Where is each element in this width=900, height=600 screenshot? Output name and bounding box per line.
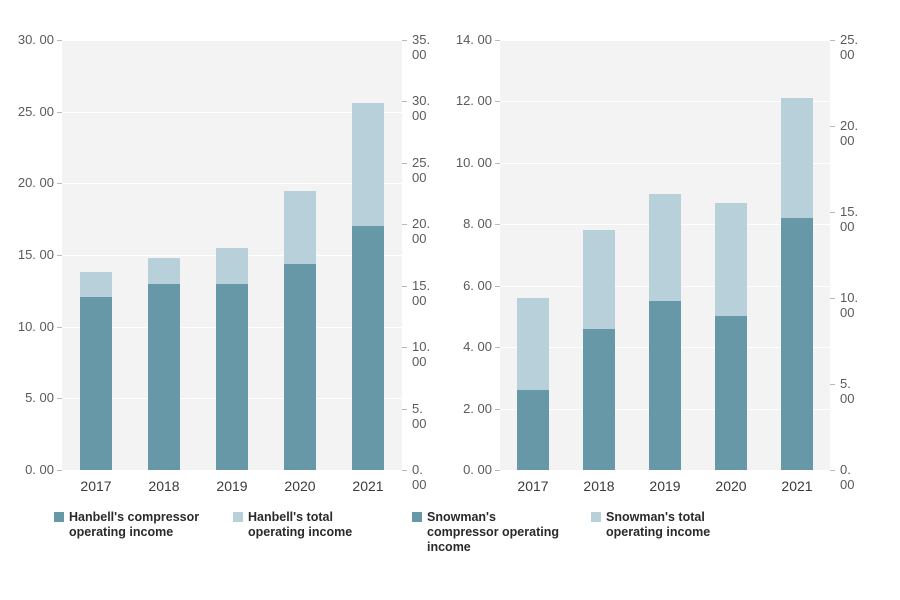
x-label: 2021 xyxy=(334,478,402,494)
y-left-label: 15. 00 xyxy=(4,247,54,262)
y-left-label: 10. 00 xyxy=(442,155,492,170)
legend-swatch xyxy=(233,512,243,522)
y-left-label: 20. 00 xyxy=(4,175,54,190)
y-right-label: 35. 00 xyxy=(412,32,430,62)
tick xyxy=(402,40,407,41)
y-right-label: 20. 00 xyxy=(412,216,430,246)
y-right-label: 0. 00 xyxy=(412,462,426,492)
tick xyxy=(402,347,407,348)
bar-hanbell_compressor xyxy=(352,226,385,470)
legend-label: Snowman's compressor operating income xyxy=(427,510,567,555)
tick xyxy=(495,224,500,225)
legend-swatch xyxy=(412,512,422,522)
tick xyxy=(495,470,500,471)
legend: Hanbell's compressor operating income Han… xyxy=(54,510,746,555)
x-label: 2019 xyxy=(632,478,698,494)
gridline xyxy=(500,470,830,471)
bar-hanbell_compressor xyxy=(80,297,113,470)
bar-snowman_compressor xyxy=(715,316,747,470)
bar-hanbell_compressor xyxy=(148,284,181,470)
x-label: 2019 xyxy=(198,478,266,494)
tick xyxy=(402,163,407,164)
y-left-label: 14. 00 xyxy=(442,32,492,47)
left-chart-plot xyxy=(62,40,402,470)
legend-item: Hanbell's compressor operating income xyxy=(54,510,209,555)
legend-label: Hanbell's compressor operating income xyxy=(69,510,209,540)
y-left-label: 2. 00 xyxy=(442,401,492,416)
y-right-label: 30. 00 xyxy=(412,93,430,123)
legend-swatch xyxy=(591,512,601,522)
y-right-label: 5. 00 xyxy=(840,376,854,406)
y-left-label: 30. 00 xyxy=(4,32,54,47)
y-left-label: 10. 00 xyxy=(4,319,54,334)
y-right-label: 10. 00 xyxy=(412,339,430,369)
y-left-label: 6. 00 xyxy=(442,278,492,293)
x-label: 2020 xyxy=(266,478,334,494)
y-left-label: 25. 00 xyxy=(4,104,54,119)
x-label: 2018 xyxy=(130,478,198,494)
tick xyxy=(495,347,500,348)
y-left-label: 0. 00 xyxy=(442,462,492,477)
tick xyxy=(57,327,62,328)
y-right-label: 5. 00 xyxy=(412,401,426,431)
bar-snowman_compressor xyxy=(583,329,615,470)
tick xyxy=(830,470,835,471)
x-label: 2017 xyxy=(500,478,566,494)
bar-hanbell_compressor xyxy=(216,284,249,470)
tick xyxy=(495,409,500,410)
bar-hanbell_compressor xyxy=(284,264,317,470)
legend-label: Snowman's total operating income xyxy=(606,510,746,540)
tick xyxy=(495,101,500,102)
tick xyxy=(402,470,407,471)
tick xyxy=(57,470,62,471)
x-label: 2021 xyxy=(764,478,830,494)
gridline xyxy=(62,470,402,471)
tick xyxy=(57,40,62,41)
tick xyxy=(57,255,62,256)
y-left-label: 12. 00 xyxy=(442,93,492,108)
tick xyxy=(830,40,835,41)
tick xyxy=(402,101,407,102)
x-label: 2020 xyxy=(698,478,764,494)
tick xyxy=(57,112,62,113)
bar-snowman_compressor xyxy=(649,301,681,470)
y-right-label: 20. 00 xyxy=(840,118,858,148)
tick xyxy=(402,409,407,410)
right-chart: 0. 002. 004. 006. 008. 0010. 0012. 0014.… xyxy=(500,40,830,470)
y-right-label: 15. 00 xyxy=(412,278,430,308)
legend-item: Snowman's total operating income xyxy=(591,510,746,555)
y-right-label: 10. 00 xyxy=(840,290,858,320)
tick xyxy=(830,212,835,213)
legend-item: Snowman's compressor operating income xyxy=(412,510,567,555)
y-right-label: 25. 00 xyxy=(412,155,430,185)
tick xyxy=(57,398,62,399)
left-chart: 0. 005. 0010. 0015. 0020. 0025. 0030. 00… xyxy=(62,40,402,470)
y-left-label: 8. 00 xyxy=(442,216,492,231)
y-left-label: 4. 00 xyxy=(442,339,492,354)
bar-snowman_compressor xyxy=(781,218,813,470)
tick xyxy=(402,224,407,225)
gridline xyxy=(500,40,830,41)
tick xyxy=(830,126,835,127)
tick xyxy=(495,40,500,41)
legend-item: Hanbell's total operating income xyxy=(233,510,388,555)
tick xyxy=(495,286,500,287)
tick xyxy=(830,298,835,299)
x-label: 2018 xyxy=(566,478,632,494)
y-left-label: 5. 00 xyxy=(4,390,54,405)
legend-swatch xyxy=(54,512,64,522)
y-right-label: 0. 00 xyxy=(840,462,854,492)
tick xyxy=(402,286,407,287)
y-right-label: 15. 00 xyxy=(840,204,858,234)
right-chart-plot xyxy=(500,40,830,470)
bar-snowman_compressor xyxy=(517,390,549,470)
x-label: 2017 xyxy=(62,478,130,494)
tick xyxy=(830,384,835,385)
tick xyxy=(57,183,62,184)
legend-label: Hanbell's total operating income xyxy=(248,510,388,540)
y-left-label: 0. 00 xyxy=(4,462,54,477)
gridline xyxy=(62,40,402,41)
tick xyxy=(495,163,500,164)
y-right-label: 25. 00 xyxy=(840,32,858,62)
